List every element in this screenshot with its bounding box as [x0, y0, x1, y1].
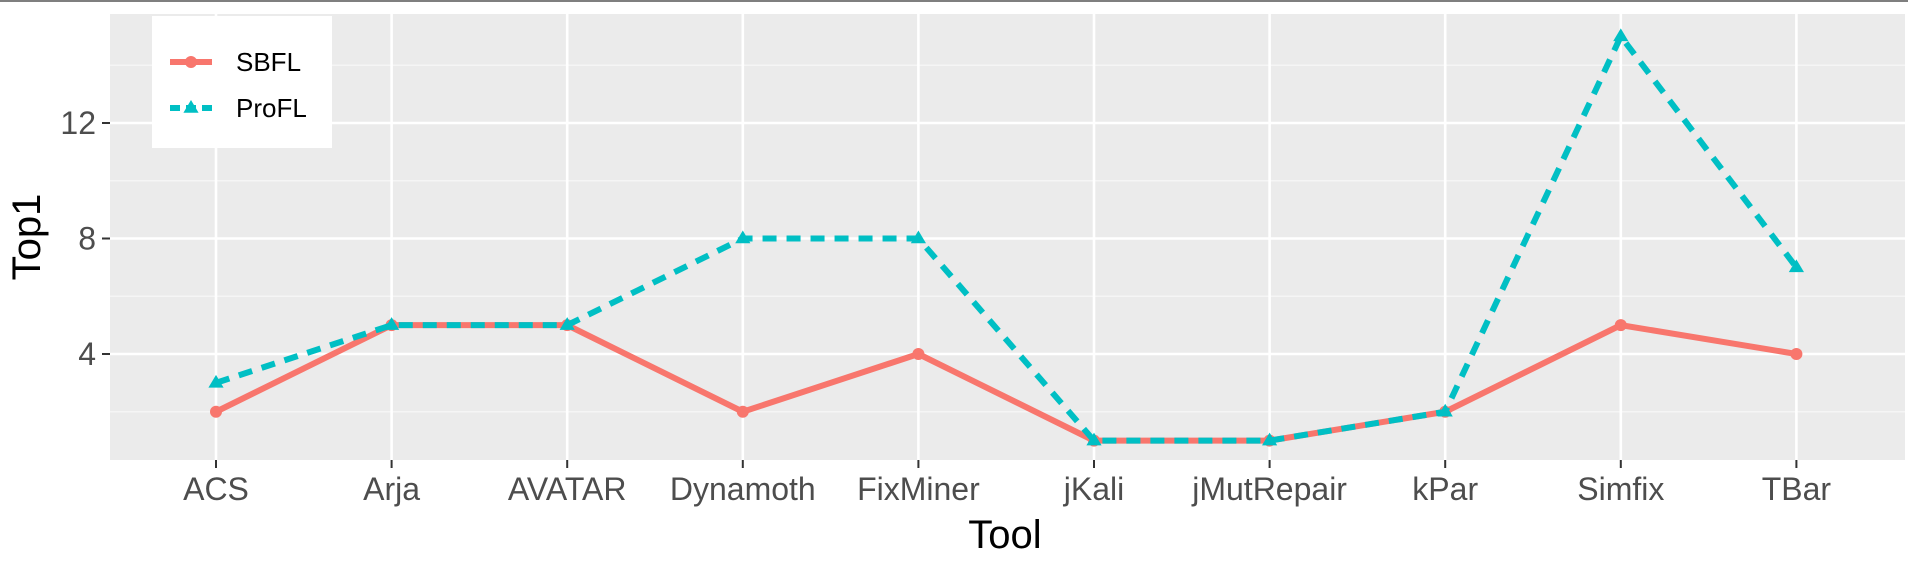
- top-border: [0, 0, 1908, 2]
- x-axis-title: Tool: [968, 513, 1041, 557]
- y-axis: 4 8 12: [60, 105, 110, 372]
- profl-point: [1086, 432, 1102, 446]
- plot-panel: [110, 14, 1905, 460]
- legend: SBFL ProFL: [152, 16, 332, 148]
- x-tick-label: jKali: [1063, 471, 1124, 507]
- legend-box: [152, 16, 332, 148]
- profl-point: [208, 374, 224, 388]
- x-tick-label: TBar: [1762, 471, 1832, 507]
- sbfl-point: [1790, 348, 1803, 360]
- profl-point: [384, 317, 400, 330]
- x-axis: ACS Arja AVATAR Dynamoth FixMiner jKali jMutRe…: [183, 460, 1831, 507]
- major-gridlines: [110, 14, 1905, 460]
- x-tick-label: jMutRepair: [1191, 471, 1347, 507]
- profl-point: [1262, 432, 1278, 446]
- x-tick-label: AVATAR: [508, 471, 627, 507]
- profl-point: [910, 230, 926, 244]
- legend-key-marker-profl: [183, 100, 199, 113]
- x-tick-label: Simfix: [1577, 471, 1664, 507]
- profl-line: [215, 33, 1799, 444]
- sbfl-point: [912, 348, 925, 360]
- y-tick-label: 12: [60, 105, 96, 141]
- y-tick-label: 4: [78, 336, 96, 372]
- legend-label-sbfl: SBFL: [236, 47, 301, 77]
- y-tick-label: 8: [78, 221, 96, 257]
- x-tick-label: Arja: [363, 471, 420, 507]
- x-tick-label: FixMiner: [857, 471, 980, 507]
- series-layer: [208, 28, 1804, 447]
- profl-point: [1613, 28, 1629, 42]
- sbfl-point: [736, 405, 749, 418]
- legend-label-profl: ProFL: [236, 93, 307, 123]
- profl-point: [1437, 403, 1453, 417]
- x-tick-label: kPar: [1412, 471, 1478, 507]
- legend-key-marker-sbfl: [185, 56, 197, 68]
- sbfl-point: [1614, 319, 1627, 332]
- x-tick-label: ACS: [183, 471, 249, 507]
- y-axis-title: Top1: [5, 194, 49, 281]
- profl-point: [735, 230, 751, 244]
- x-tick-label: Dynamoth: [670, 471, 816, 507]
- sbfl-point: [210, 405, 222, 418]
- profl-point: [1788, 259, 1804, 273]
- profl-point: [559, 317, 575, 330]
